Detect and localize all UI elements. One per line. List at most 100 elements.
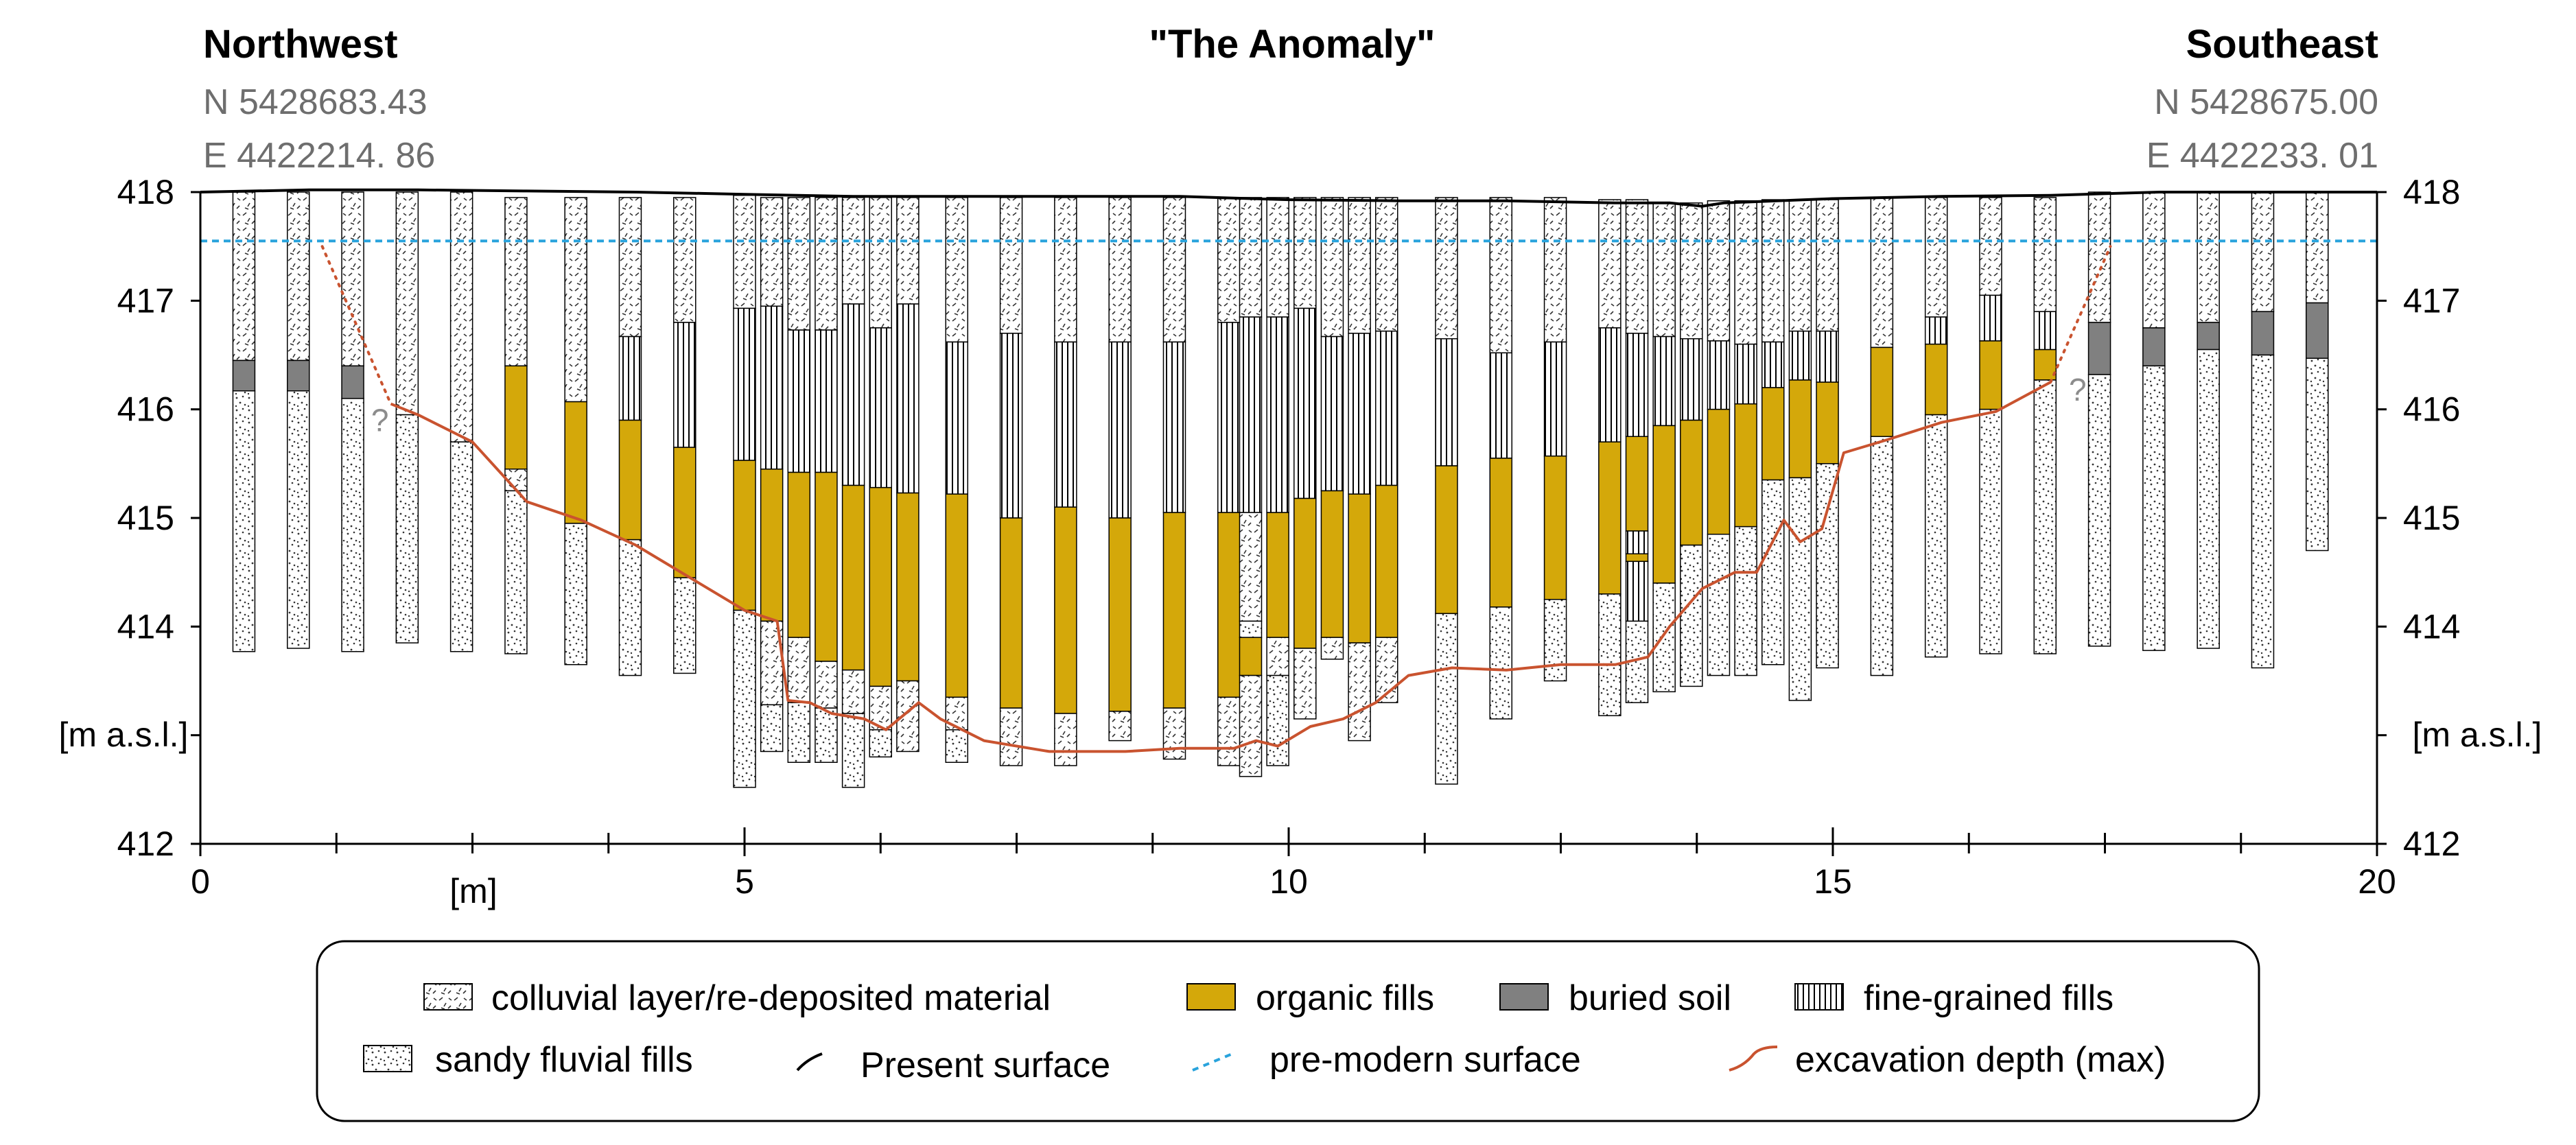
legend-label-buried-soil: buried soil (1569, 978, 1731, 1018)
core-48-layer-colluvial (2306, 191, 2329, 304)
right-header-easting: E 4422233. 01 (2146, 136, 2378, 176)
legend-swatch-fine (1794, 983, 1844, 1011)
x-tick-label-0: 0 (191, 862, 210, 901)
core-9-layer-fine (733, 307, 756, 461)
core-9-layer-sandy (733, 609, 756, 788)
core-26-layer-organic (1348, 493, 1371, 644)
core-27-layer-colluvial (1374, 637, 1398, 703)
core-41-layer-sandy (1924, 414, 1948, 658)
core-3-layer-colluvial (395, 191, 419, 416)
y-tick-label-right-415: 415 (2403, 499, 2460, 537)
core-43-layer-sandy (2033, 379, 2057, 654)
core-22 (1239, 197, 1263, 777)
legend-line-excavation (1729, 1046, 1778, 1072)
core-18-layer-fine (1054, 341, 1077, 508)
core-15-layer-organic (896, 492, 920, 682)
core-41-layer-colluvial (1924, 197, 1948, 318)
core-26-layer-colluvial (1348, 642, 1371, 742)
core-18-layer-colluvial (1054, 713, 1077, 766)
core-24-layer-fine (1293, 307, 1317, 499)
core-9-layer-colluvial (733, 195, 756, 309)
core-47-layer-colluvial (2251, 191, 2275, 312)
y-tick-label-left-418: 418 (117, 173, 174, 211)
core-2-layer-sandy (341, 398, 364, 652)
core-23-layer-fine (1266, 316, 1289, 513)
core-38-layer-colluvial (1788, 199, 1812, 332)
core-42-layer-sandy (1979, 408, 2002, 654)
core-42 (1979, 197, 2002, 654)
core-4-layer-colluvial (449, 191, 473, 442)
core-32-layer-colluvial (1625, 199, 1649, 334)
core-21-layer-organic (1217, 512, 1241, 698)
core-27 (1374, 197, 1398, 703)
core-17 (999, 197, 1023, 766)
core-10-layer-organic (760, 469, 784, 622)
core-33-layer-organic (1652, 425, 1676, 584)
core-14-layer-fine (869, 327, 892, 488)
surface-lines (200, 188, 2377, 753)
core-42-layer-fine (1979, 294, 2002, 342)
core-8-layer-fine (673, 322, 696, 448)
y-tick-label-left-414: 414 (117, 607, 174, 646)
core-5-layer-sandy (504, 490, 528, 654)
core-12-layer-sandy (815, 707, 838, 764)
core-1 (286, 191, 310, 649)
core-11-layer-colluvial (787, 197, 811, 331)
core-48-layer-sandy (2306, 357, 2329, 552)
core-28-layer-organic (1435, 465, 1458, 615)
core-13-layer-fine (841, 303, 865, 486)
core-12-layer-colluvial (815, 661, 838, 709)
excavation-dotted-right (2049, 245, 2112, 384)
core-29-layer-sandy (1489, 606, 1513, 720)
core-44-layer-sandy (2087, 374, 2111, 647)
core-14-layer-organic (869, 486, 892, 687)
core-17-layer-colluvial (999, 197, 1023, 334)
core-31 (1598, 199, 1621, 716)
core-34 (1680, 202, 1703, 687)
core-31-layer-colluvial (1598, 199, 1621, 329)
legend-label-premodern: pre-modern surface (1269, 1040, 1581, 1080)
core-32-layer-fine (1625, 333, 1649, 438)
core-32-layer-organic (1625, 436, 1649, 532)
core-41-layer-fine (1924, 316, 1948, 345)
core-17-layer-organic (999, 517, 1023, 709)
right-header-name: Southeast (2186, 22, 2378, 67)
core-11-layer-organic (787, 471, 811, 638)
left-header-name: Northwest (203, 22, 398, 67)
core-23-layer-colluvial (1266, 197, 1289, 318)
core-4-layer-sandy (449, 441, 473, 652)
core-22-layer-colluvial (1239, 512, 1263, 622)
core-5-layer-colluvial (504, 197, 528, 367)
core-16-layer-fine (945, 341, 969, 495)
y-tick-label-right-414: 414 (2403, 607, 2460, 646)
x-tick-label-15: 15 (1814, 862, 1852, 901)
core-22-layer-colluvial (1239, 674, 1263, 777)
core-19 (1108, 197, 1132, 742)
core-38-layer-fine (1788, 330, 1812, 381)
core-26 (1348, 197, 1371, 742)
core-45 (2142, 191, 2166, 651)
core-44-layer-colluvial (2087, 191, 2111, 323)
core-16-layer-sandy (945, 729, 969, 763)
core-28-layer-sandy (1435, 613, 1458, 785)
core-0-layer-buried_soil (232, 359, 256, 392)
y-tick-label-right-416: 416 (2403, 390, 2460, 429)
core-19-layer-fine (1108, 341, 1132, 519)
core-34-layer-fine (1680, 338, 1703, 421)
core-22-layer-colluvial (1239, 197, 1263, 318)
core-28-layer-fine (1435, 338, 1458, 467)
core-15 (896, 197, 920, 753)
core-0-layer-colluvial (232, 191, 256, 362)
core-17-layer-fine (999, 333, 1023, 519)
core-25-layer-fine (1320, 335, 1344, 492)
core-45-layer-sandy (2142, 365, 2166, 651)
core-27-layer-fine (1374, 330, 1398, 486)
core-13 (841, 197, 865, 788)
x-tick-label-20: 20 (2358, 862, 2396, 901)
core-6-layer-colluvial (564, 197, 587, 403)
core-24-layer-colluvial (1293, 197, 1317, 309)
core-11-layer-colluvial (787, 637, 811, 703)
core-27-layer-colluvial (1374, 197, 1398, 332)
core-9 (733, 195, 756, 788)
